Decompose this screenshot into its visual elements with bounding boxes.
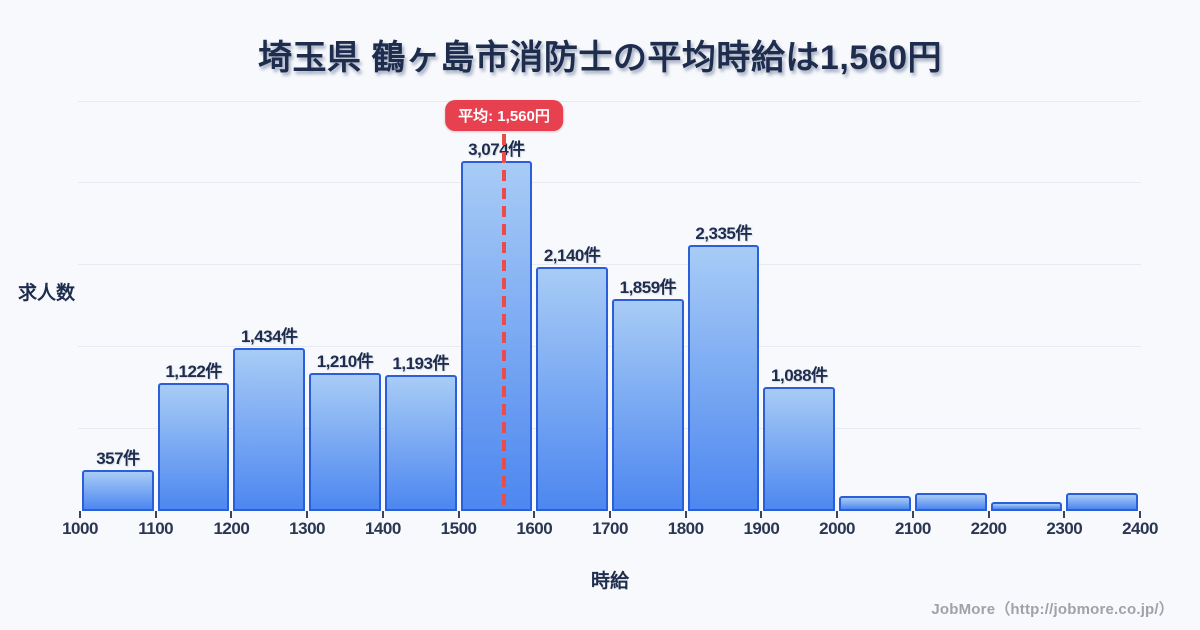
gridline — [78, 264, 1141, 266]
x-tick-label: 2200 — [970, 519, 1007, 538]
average-badge: 平均: 1,560円 — [445, 100, 563, 131]
x-tick — [230, 511, 233, 518]
x-tick-label: 1700 — [592, 519, 628, 538]
x-tick — [911, 511, 914, 518]
average-line — [502, 116, 506, 511]
x-tick — [381, 511, 384, 518]
gridline — [78, 346, 1141, 348]
x-axis-title: 時給 — [590, 571, 629, 592]
x-tick — [760, 511, 763, 518]
bar — [536, 267, 608, 511]
bar-value-label: 1,210件 — [316, 352, 374, 371]
bar-value-label: 1,122件 — [165, 362, 222, 381]
bar-value-label: 1,859件 — [619, 278, 677, 297]
bar — [990, 502, 1063, 511]
bar-value-label: 357件 — [96, 449, 140, 468]
gridline — [78, 182, 1141, 184]
bar — [612, 299, 684, 511]
x-tick-label: 1600 — [516, 519, 553, 538]
x-tick — [154, 511, 157, 518]
x-tick-label: 1500 — [440, 519, 477, 538]
x-tick — [1063, 511, 1066, 518]
bar — [309, 373, 381, 511]
bar — [233, 348, 306, 511]
bar-value-label: 2,140件 — [543, 246, 601, 265]
bar-value-label: 1,193件 — [392, 354, 449, 373]
bar — [384, 375, 457, 511]
footer-credit: JobMore（http://jobmore.co.jp/） — [931, 601, 1174, 618]
x-tick-label: 1100 — [138, 519, 174, 538]
x-tick — [1139, 511, 1141, 518]
x-tick — [457, 511, 460, 518]
bar-value-label: 3,074件 — [468, 140, 525, 159]
x-tick-label: 2100 — [894, 519, 931, 538]
bar — [914, 493, 987, 511]
x-tick — [987, 511, 990, 518]
x-tick — [79, 511, 81, 518]
x-tick-label: 2300 — [1046, 519, 1083, 538]
average-badge-label: 平均: 1,560円 — [458, 108, 550, 125]
bar-value-label: 1,088件 — [771, 366, 828, 385]
bar — [460, 161, 533, 511]
x-tick-label: 1300 — [289, 519, 325, 538]
bar — [763, 387, 836, 511]
bar-value-label: 1,434件 — [241, 327, 298, 346]
x-tick-label: 1200 — [213, 519, 250, 538]
gridline — [78, 100, 1141, 102]
x-tick-label: 1400 — [364, 519, 401, 538]
chart-title: 埼玉県 鶴ヶ島市消防士の平均時給は1,560円 — [257, 39, 943, 77]
x-tick — [836, 511, 839, 518]
x-tick — [684, 511, 687, 518]
x-tick — [609, 511, 611, 518]
x-tick-label: 1800 — [667, 519, 704, 538]
bar — [1066, 493, 1138, 511]
bar — [687, 245, 760, 511]
y-axis-title: 求人数 — [18, 283, 76, 304]
bar — [157, 383, 230, 511]
x-tick — [306, 511, 309, 518]
bar-value-label: 2,335件 — [695, 224, 752, 243]
x-tick-label: 2400 — [1122, 519, 1158, 538]
x-tick-label: 2000 — [819, 519, 855, 538]
bar — [839, 496, 911, 511]
x-tick-label: 1000 — [62, 519, 98, 538]
gridline — [78, 428, 1141, 430]
bar — [82, 470, 154, 511]
x-tick-label: 1900 — [743, 519, 780, 538]
x-tick — [533, 511, 536, 518]
